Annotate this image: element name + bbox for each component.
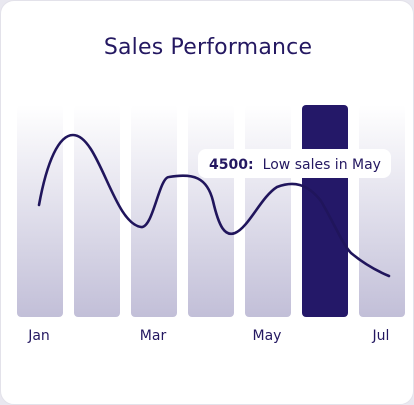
- column-may: [245, 105, 291, 317]
- x-tick-jul: Jul: [372, 328, 390, 344]
- x-tick-jan: Jan: [27, 328, 50, 344]
- x-tick-may: May: [253, 328, 282, 344]
- column-jul: [359, 105, 405, 317]
- category-columns: [17, 105, 405, 317]
- x-axis-ticks: Jan Mar May Jul: [27, 328, 389, 344]
- tooltip-label: Low sales in May: [263, 157, 381, 173]
- column-jan: [17, 105, 63, 317]
- highlight-tooltip: 4500: Low sales in May: [198, 149, 391, 178]
- svg-text:4500: Low sales in May: 4500: Low sales in May: [209, 154, 381, 173]
- x-tick-mar: Mar: [140, 328, 167, 344]
- column-jun: [302, 105, 348, 317]
- tooltip-value: 4500:: [209, 157, 254, 173]
- column-apr: [188, 105, 234, 317]
